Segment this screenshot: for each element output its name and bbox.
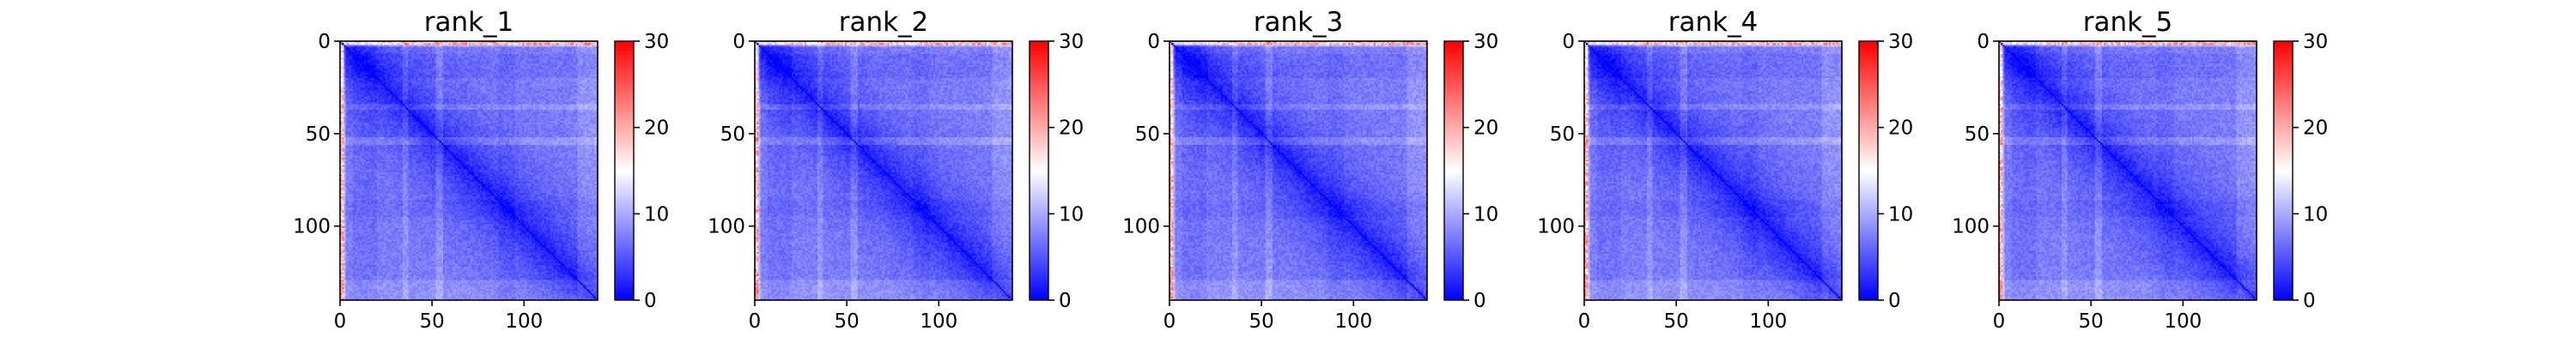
- x-tick-label: 100: [505, 310, 543, 333]
- heatmap-image: [1999, 41, 2257, 300]
- y-tick-label: 0: [732, 31, 745, 53]
- y-tick-label: 100: [1537, 216, 1575, 238]
- x-tick-label: 0: [334, 310, 347, 333]
- colorbar-tick-label: 10: [1059, 203, 1084, 226]
- axes-frame: [339, 40, 598, 301]
- y-tick-label: 0: [1562, 31, 1575, 53]
- panel-title: rank_2: [839, 7, 929, 38]
- colorbar: [1029, 40, 1049, 301]
- heatmap-panel-1: rank_1 0 50 100 0 50 100 0 10 20 30: [293, 7, 669, 333]
- colorbar: [1443, 40, 1464, 301]
- y-tick-label: 100: [708, 216, 745, 238]
- colorbar-tick-label: 0: [1888, 290, 1901, 312]
- colorbar-tick-label: 0: [1059, 290, 1072, 312]
- heatmap-panel-2: rank_2 0 50 100 0 50 100 0 10 20 30: [708, 7, 1084, 333]
- y-tick-label: 100: [1952, 216, 1990, 238]
- y-tick-label: 100: [293, 216, 331, 238]
- x-tick-label: 50: [1249, 310, 1274, 333]
- colorbar-tick-label: 10: [644, 203, 669, 226]
- colorbar-tick-label: 30: [2303, 31, 2328, 53]
- colorbar-tick-label: 10: [2303, 203, 2328, 226]
- colorbar-tick-label: 20: [1473, 117, 1498, 140]
- colorbar-tick-label: 0: [2303, 290, 2316, 312]
- y-tick-label: 0: [1977, 31, 1990, 53]
- heatmap-image: [340, 41, 598, 300]
- heatmap-panel-4: rank_4 0 50 100 0 50 100 0 10 20 30: [1537, 7, 1913, 333]
- axes-frame: [1169, 40, 1428, 301]
- heatmap-image: [755, 41, 1012, 300]
- colorbar-tick-label: 30: [1473, 31, 1498, 53]
- colorbar-tick-label: 20: [2303, 117, 2328, 140]
- y-tick-label: 50: [1550, 123, 1575, 146]
- axes-frame: [1998, 40, 2257, 301]
- y-tick-label: 50: [306, 123, 331, 146]
- colorbar: [1858, 40, 1879, 301]
- x-tick-label: 100: [1749, 310, 1787, 333]
- colorbar-tick-label: 0: [644, 290, 657, 312]
- panel-title: rank_3: [1254, 7, 1344, 38]
- y-tick-label: 100: [1122, 216, 1160, 238]
- y-tick-label: 0: [318, 31, 331, 53]
- colorbar-tick-label: 20: [1059, 117, 1084, 140]
- x-tick-label: 100: [2164, 310, 2202, 333]
- heatmap-image: [1170, 41, 1427, 300]
- x-tick-label: 100: [920, 310, 957, 333]
- heatmap-panel-5: rank_5 0 50 100 0 50 100 0 10 20 30: [1952, 7, 2328, 333]
- x-tick-label: 50: [835, 310, 860, 333]
- x-tick-label: 0: [1578, 310, 1591, 333]
- y-tick-label: 50: [720, 123, 745, 146]
- colorbar-tick-label: 10: [1888, 203, 1913, 226]
- panel-title: rank_5: [2083, 7, 2173, 38]
- colorbar-tick-label: 30: [644, 31, 669, 53]
- colorbar: [614, 40, 635, 301]
- panel-title: rank_1: [424, 7, 514, 38]
- colorbar-tick-label: 0: [1473, 290, 1486, 312]
- heatmap-image: [1584, 41, 1842, 300]
- colorbar-tick-label: 20: [1888, 117, 1913, 140]
- y-tick-label: 50: [1965, 123, 1990, 146]
- axes-frame: [1583, 40, 1843, 301]
- x-tick-label: 50: [2079, 310, 2104, 333]
- y-tick-label: 50: [1135, 123, 1160, 146]
- x-tick-label: 0: [1993, 310, 2006, 333]
- colorbar-tick-label: 30: [1059, 31, 1084, 53]
- heatmap-panel-3: rank_3 0 50 100 0 50 100 0 10 20 30: [1122, 7, 1498, 333]
- x-tick-label: 50: [420, 310, 445, 333]
- colorbar: [2273, 40, 2293, 301]
- colorbar-tick-label: 30: [1888, 31, 1913, 53]
- colorbar-tick-label: 10: [1473, 203, 1498, 226]
- x-tick-label: 100: [1334, 310, 1372, 333]
- colorbar-tick-label: 20: [644, 117, 669, 140]
- y-tick-label: 0: [1147, 31, 1160, 53]
- axes-frame: [754, 40, 1013, 301]
- x-tick-label: 0: [1163, 310, 1176, 333]
- x-tick-label: 50: [1664, 310, 1689, 333]
- panel-title: rank_4: [1668, 7, 1759, 38]
- x-tick-label: 0: [749, 310, 762, 333]
